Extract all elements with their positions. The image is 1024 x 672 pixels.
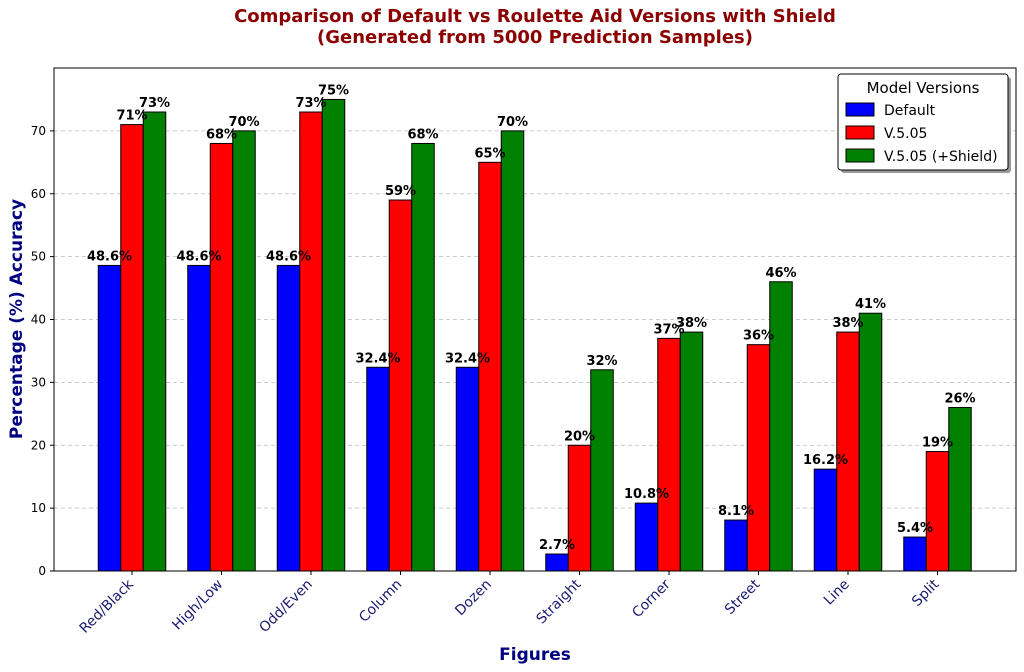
bar-value-label: 65% <box>474 146 505 161</box>
bar <box>299 111 323 572</box>
bar <box>187 264 211 572</box>
bar <box>769 281 793 572</box>
y-tick-label: 0 <box>38 564 46 578</box>
bar-value-label: 68% <box>206 127 237 142</box>
bar <box>836 331 860 572</box>
y-tick-label: 60 <box>31 187 46 201</box>
bars <box>97 98 972 572</box>
x-tick-label: Corner <box>629 576 674 621</box>
legend-items: Default V.5.05 V.5.05 (+Shield) <box>845 102 998 165</box>
bar <box>321 98 346 572</box>
bar <box>634 502 659 572</box>
bar <box>232 130 256 572</box>
bar <box>925 451 950 572</box>
bar-value-label: 41% <box>855 297 886 312</box>
bar-value-label: 71% <box>116 109 147 124</box>
bar-value-label: 48.6% <box>266 249 311 264</box>
bar <box>142 111 167 572</box>
bar-value-label: 32% <box>586 354 617 369</box>
bar <box>590 369 614 572</box>
bar-value-label: 70% <box>497 115 528 130</box>
bar <box>411 142 435 572</box>
bar-value-label: 16.2% <box>803 453 848 468</box>
bar-value-label: 73% <box>295 96 326 111</box>
y-tick-label: 10 <box>31 501 46 515</box>
bar <box>858 312 883 572</box>
bar <box>679 331 704 572</box>
bar <box>209 142 234 572</box>
bar-value-label: 19% <box>922 436 953 451</box>
bar <box>388 199 413 572</box>
legend-label: V.5.05 <box>884 126 927 142</box>
legend-swatch <box>845 125 875 140</box>
bar-value-label: 36% <box>743 329 774 344</box>
x-tick-label: Dozen <box>452 577 495 620</box>
bar-value-label: 38% <box>676 316 707 331</box>
bar-value-label: 38% <box>832 316 863 331</box>
bar <box>724 519 748 572</box>
bar <box>500 130 525 572</box>
bar <box>120 124 144 572</box>
y-tick-label: 70 <box>31 124 46 138</box>
bar <box>657 337 681 572</box>
bar <box>97 264 122 572</box>
bar-value-label: 26% <box>944 392 975 407</box>
legend: Model Versions Default V.5.05 V.5.05 (+Shi… <box>837 73 1011 173</box>
x-axis-ticks: Red/Black High/Low Odd/Even Column Dozen Stra… <box>77 571 943 637</box>
bar-value-label: 48.6% <box>87 249 132 264</box>
bar <box>478 161 502 572</box>
y-tick-label: 50 <box>31 250 46 264</box>
bar-value-label: 73% <box>139 96 170 111</box>
bar <box>545 553 569 572</box>
x-tick-label: Red/Black <box>77 576 138 637</box>
legend-box <box>837 73 1009 171</box>
bar <box>276 264 301 572</box>
chart-title: Comparison of Default vs Roulette Aid Ve… <box>234 6 836 27</box>
bar-value-label: 48.6% <box>176 249 221 264</box>
chart-subtitle: (Generated from 5000 Prediction Samples) <box>317 27 753 48</box>
bar-value-label: 37% <box>653 322 684 337</box>
legend-title: Model Versions <box>867 79 980 97</box>
bar-value-label: 32.4% <box>355 351 400 366</box>
legend-label: V.5.05 (+Shield) <box>884 149 998 165</box>
bar <box>455 366 480 572</box>
y-tick-label: 30 <box>31 375 46 389</box>
x-tick-label: Straight <box>534 576 585 627</box>
bar-value-label: 68% <box>407 127 438 142</box>
legend-label: Default <box>884 103 936 119</box>
bar <box>746 344 771 572</box>
bar <box>903 536 927 572</box>
x-tick-label: High/Low <box>169 577 226 634</box>
bar-value-label: 70% <box>228 115 259 130</box>
bar-value-label: 5.4% <box>897 521 933 536</box>
legend-swatch <box>845 148 875 163</box>
y-axis-ticks: 0 10 20 30 40 50 60 70 <box>31 124 54 578</box>
bar-value-label: 10.8% <box>624 487 669 502</box>
y-tick-label: 20 <box>31 438 46 452</box>
bar-value-label: 32.4% <box>445 351 490 366</box>
x-tick-label: Column <box>356 577 405 626</box>
bar <box>813 468 838 572</box>
x-axis-label: Figures <box>499 645 571 665</box>
bar-labels: 48.6%71%73%48.6%68%70%48.6%73%75%32.4%59… <box>87 83 976 553</box>
x-tick-label: Line <box>821 577 853 609</box>
x-tick-label: Odd/Even <box>256 577 315 636</box>
bar <box>948 407 972 572</box>
bar-value-label: 20% <box>564 429 595 444</box>
x-tick-label: Street <box>722 576 764 618</box>
y-axis-label: Percentage (%) Accuracy <box>7 199 27 439</box>
legend-swatch <box>845 102 875 117</box>
bar <box>366 366 390 572</box>
y-tick-label: 40 <box>31 313 46 327</box>
x-tick-label: Split <box>909 576 943 610</box>
bar-value-label: 75% <box>318 83 349 98</box>
bar-value-label: 46% <box>765 266 796 281</box>
bar-value-label: 8.1% <box>718 504 754 519</box>
bar-value-label: 2.7% <box>539 538 575 553</box>
bar-value-label: 59% <box>385 184 416 199</box>
